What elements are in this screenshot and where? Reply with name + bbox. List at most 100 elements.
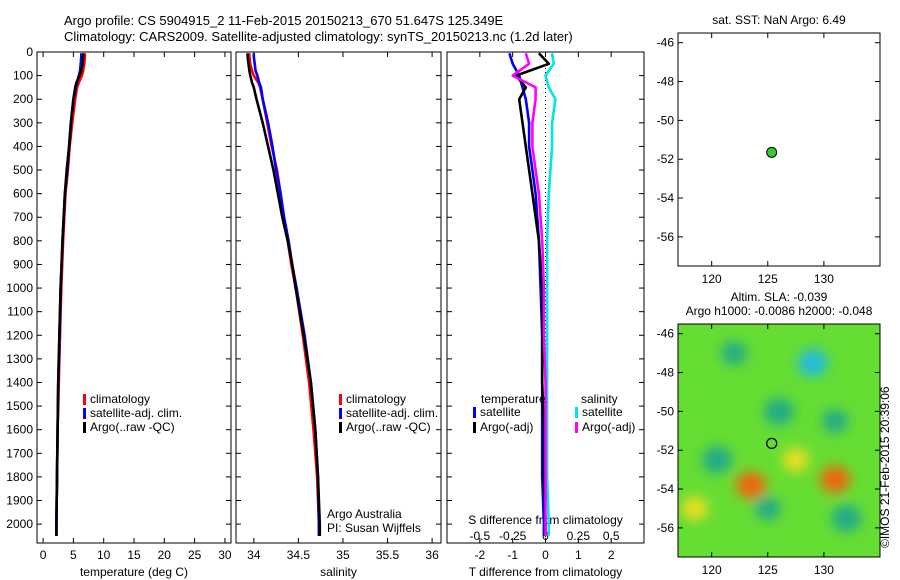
top-tick-label: -0.25	[499, 529, 527, 543]
y-tick-label: 100	[13, 69, 33, 83]
y-tick-label: -54	[657, 191, 675, 205]
x-tick-label: 5	[70, 548, 77, 562]
x-tick-label: 125	[758, 272, 778, 286]
series-line-argo-raw-qc-	[246, 53, 322, 536]
sla-anomaly	[681, 496, 708, 521]
sla-anomaly	[820, 465, 851, 493]
y-tick-label: 1700	[6, 446, 33, 460]
map-title-line2: Argo h1000: -0.0086 h2000: -0.048	[686, 304, 873, 318]
sla-anomaly	[822, 409, 849, 433]
top-tick-label: 0.5	[603, 529, 620, 543]
legend-label: Argo(-adj)	[582, 420, 635, 434]
x-tick-label: 35	[336, 548, 350, 562]
y-tick-label: -46	[657, 36, 675, 50]
x-axis-label: T difference from climatology	[469, 565, 623, 579]
y-tick-label: 400	[13, 139, 33, 153]
map-frame	[677, 323, 881, 558]
series-line-argo-raw-qc-	[55, 53, 85, 536]
watermark: ©IMOS 21-Feb-2015 20:39:06	[878, 386, 892, 548]
y-tick-label: 1500	[6, 399, 33, 413]
y-tick-label: 700	[13, 210, 33, 224]
plot-frame	[235, 51, 442, 544]
legend-swatch	[575, 407, 578, 418]
legend-swatch	[473, 422, 476, 433]
x-tick-label: 34	[247, 548, 261, 562]
sla-anomaly	[831, 504, 862, 532]
salinity-panel: 34 34.5 35 35.5 36 salinity climatologysatelli…	[235, 51, 442, 579]
x-tick-label: 15	[127, 548, 141, 562]
legend-label: satellite	[480, 405, 521, 419]
y-tick-label: -48	[657, 366, 675, 380]
legend-label: Argo(..raw -QC)	[346, 420, 431, 434]
sla-anomaly	[764, 397, 794, 425]
y-tick-label: 1100	[7, 305, 33, 319]
plot-frame	[36, 51, 232, 544]
y-tick-label: -56	[657, 521, 675, 535]
x-tick-label: 2	[608, 548, 615, 562]
x-tick-label: 10	[97, 548, 111, 562]
x-tick-label: -1	[507, 548, 518, 562]
y-tick-label: 1000	[6, 281, 33, 295]
x-tick-label: 25	[188, 548, 202, 562]
legend-swatch	[339, 422, 342, 433]
series-line-salinity-satellite	[544, 53, 557, 536]
x-tick-label: 130	[814, 563, 834, 577]
series-line-temperature-satellite	[508, 52, 546, 536]
legend-label: climatology	[90, 392, 150, 406]
x-tick-label: 0	[542, 548, 549, 562]
y-tick-label: -50	[657, 113, 675, 127]
y-tick-label: 1800	[6, 470, 33, 484]
series-line-temperature-argo-adj-	[514, 52, 551, 536]
legend-label: satellite-adj. clim.	[346, 406, 438, 420]
sla-anomaly	[754, 496, 781, 521]
x-tick-label: -2	[474, 548, 485, 562]
sla-anomaly	[797, 349, 828, 377]
legend-swatch	[83, 422, 86, 433]
x-axis-label: temperature (deg C)	[80, 565, 188, 579]
legend-swatch	[575, 422, 578, 433]
legend-header: salinity	[581, 392, 618, 406]
legend-label: Argo(..raw -QC)	[90, 420, 175, 434]
y-tick-label: -50	[657, 404, 675, 418]
series-line-climatology	[248, 53, 321, 536]
x-tick-label: 35.5	[376, 548, 400, 562]
map-title-line1: Altim. SLA: -0.039	[731, 290, 828, 304]
legend-label: satellite	[582, 405, 623, 419]
x-tick-label: 120	[702, 272, 722, 286]
figure-title-line2: Climatology: CARS2009. Satellite-adjuste…	[64, 29, 573, 44]
x-tick-label: 30	[218, 548, 232, 562]
y-tick-label: 600	[13, 187, 33, 201]
legend-header: temperature	[481, 392, 546, 406]
y-tick-label: 900	[13, 257, 33, 271]
y-tick-label: -52	[657, 152, 675, 166]
y-tick-label: 1200	[6, 328, 33, 342]
y-tick-label: 800	[13, 234, 33, 248]
y-tick-label: 0	[26, 45, 33, 59]
x-tick-label: 120	[702, 563, 722, 577]
x-tick-label: 20	[158, 548, 172, 562]
legend-label: Argo(-adj)	[480, 420, 533, 434]
credit-line1: Argo Australia	[327, 507, 402, 521]
sla-field	[678, 324, 880, 557]
y-tick-label: 1300	[6, 352, 33, 366]
sla-anomaly	[735, 471, 766, 499]
y-tick-label: 1900	[6, 494, 33, 508]
sla-blobs	[681, 341, 862, 532]
x-tick-label: 130	[814, 272, 834, 286]
top-tick-label: -0.5	[469, 529, 490, 543]
sla-anomaly	[721, 341, 748, 365]
y-tick-label: 2000	[6, 517, 33, 531]
y-tick-label: -56	[657, 230, 675, 244]
x-tick-label: 1	[575, 548, 582, 562]
y-tick-label: 1600	[6, 423, 33, 437]
map-frame	[677, 32, 881, 267]
y-tick-label: -54	[657, 482, 675, 496]
float-position-marker	[766, 146, 778, 158]
y-tick-label: -46	[657, 327, 675, 341]
x-axis-label: salinity	[320, 565, 357, 579]
legend-swatch	[83, 394, 86, 405]
top-tick-label: 0.25	[567, 529, 591, 543]
